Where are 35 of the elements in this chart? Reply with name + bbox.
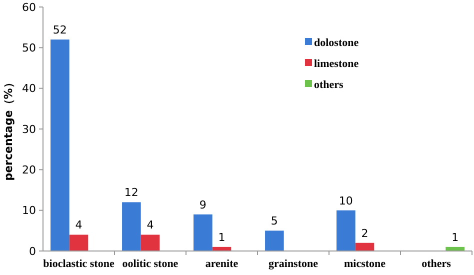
legend-label: limestone [314,58,359,70]
data-label: 10 [338,194,353,208]
bar [69,234,88,251]
y-axis-title: percentage（%） [2,77,15,181]
data-label: 12 [124,186,138,200]
bar [265,230,284,251]
x-tick-label: oolitic stone [122,258,178,270]
data-label: 1 [218,230,226,244]
data-label: 4 [75,218,82,232]
data-label: 52 [52,24,67,37]
bar [50,40,70,251]
y-tick-label: 50 [22,42,36,55]
data-label: 4 [146,218,154,232]
y-tick-label: 20 [22,164,36,177]
bar [122,202,141,251]
data-label: 9 [199,198,206,212]
y-tick-label: 30 [22,122,36,136]
legend-label: others [314,78,344,91]
bar [140,234,160,251]
legend-label: dolostone [314,36,359,49]
y-tick-label: 60 [22,0,36,14]
y-tick-label: 0 [29,244,36,258]
bar [194,214,212,251]
bar [336,210,356,251]
x-tick-label: grainstone [268,258,318,270]
x-tick-label: others [422,258,452,270]
bar [355,242,374,251]
data-label: 5 [270,214,278,228]
x-tick-label: bioclastic stone [43,258,114,270]
data-label: 2 [361,226,368,240]
data-label: 1 [452,230,459,244]
y-tick-label: 10 [22,204,36,218]
y-tick-label: 40 [22,82,36,96]
x-tick-label: arenite [205,258,238,270]
x-tick-label: micstone [344,258,386,270]
